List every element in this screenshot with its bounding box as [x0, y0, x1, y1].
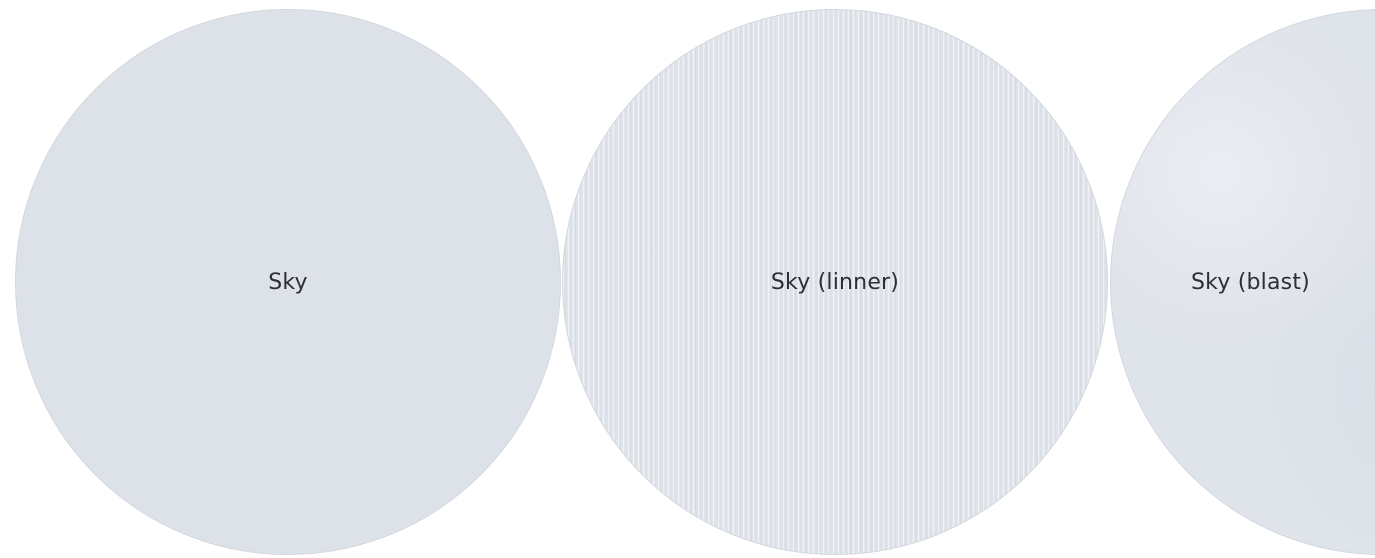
swatch-sky-linner[interactable]: Sky (linner) [562, 9, 1108, 555]
swatch-sky-blast[interactable]: Sky (blast) [1110, 9, 1375, 555]
swatch-label: Sky (linner) [770, 269, 900, 295]
swatch-sky[interactable]: Sky [15, 9, 561, 555]
swatch-label: Sky (blast) [1191, 270, 1310, 295]
swatch-label: Sky [268, 269, 308, 295]
